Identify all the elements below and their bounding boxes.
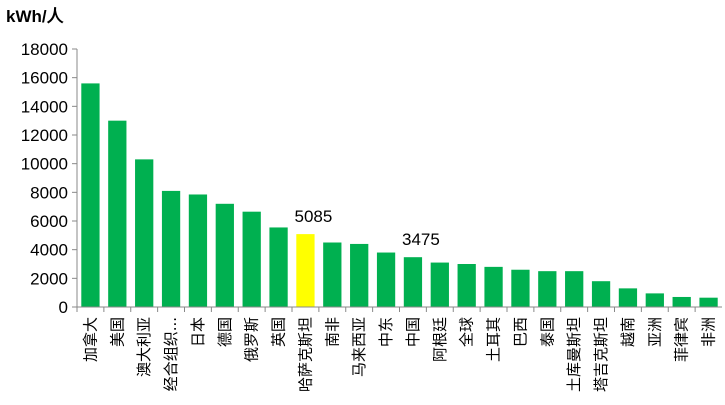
x-tick-label: 经合组织... (162, 317, 180, 391)
y-tick-label: 0 (59, 298, 68, 317)
y-tick-label: 16000 (21, 69, 68, 88)
bar (699, 297, 718, 307)
x-tick-label: 亚洲 (646, 317, 664, 347)
bar (672, 296, 691, 307)
x-tick-label: 英国 (270, 317, 288, 347)
bar (565, 271, 584, 307)
y-tick-label: 12000 (21, 126, 68, 145)
bar (591, 281, 611, 307)
bar (376, 252, 396, 307)
bar (618, 288, 638, 307)
bar (430, 262, 449, 307)
bar (323, 242, 342, 307)
bar (538, 271, 557, 307)
bar (81, 83, 100, 308)
y-tick-label: 18000 (21, 40, 68, 59)
x-tick-label: 土耳其 (485, 317, 503, 362)
bar (511, 269, 530, 307)
x-tick-label: 哈萨克斯坦 (296, 317, 314, 392)
bar (350, 243, 369, 307)
x-tick-label: 越南 (619, 317, 637, 347)
x-tick-label: 非洲 (700, 317, 718, 347)
x-tick-label: 中东 (377, 317, 395, 347)
x-tick-label: 菲律宾 (673, 317, 691, 362)
data-label: 3475 (402, 230, 440, 249)
data-labels: 5085 3475 (295, 207, 440, 249)
x-tick-label: 马来西亚 (350, 317, 368, 377)
bar (135, 159, 154, 307)
x-tick-label: 全球 (458, 317, 476, 347)
bar (242, 211, 261, 307)
x-tick-label: 中国 (404, 317, 422, 347)
x-tick-label: 俄罗斯 (243, 317, 261, 362)
bar (215, 203, 234, 307)
x-tick-label: 日本 (189, 317, 207, 347)
bar (403, 257, 423, 307)
bar (269, 227, 288, 307)
bar (645, 293, 664, 307)
x-tick-label: 阿根廷 (431, 317, 449, 362)
bar (484, 266, 503, 307)
x-tick-label: 加拿大 (81, 317, 99, 362)
x-tick-label: 塔吉克斯坦 (592, 317, 610, 392)
bar (296, 234, 315, 307)
y-tick-label: 4000 (30, 241, 68, 260)
y-tick-label: 10000 (21, 155, 68, 174)
x-tick-label: 南非 (323, 317, 341, 347)
y-axis-unit-label: kWh/人 (6, 7, 65, 26)
x-tick-label: 美国 (108, 317, 126, 347)
x-tick-label: 巴西 (511, 317, 529, 347)
bar (457, 264, 476, 307)
y-tick-label: 14000 (21, 97, 68, 116)
y-tick-label: 8000 (30, 183, 68, 202)
x-tick-label: 土库曼斯坦 (565, 317, 583, 392)
y-tick-label: 2000 (30, 269, 68, 288)
bar (161, 190, 181, 307)
x-axis-ticks: 加拿大 美国 澳大利亚 经合组织... 日本 德国 俄罗斯 英国 哈萨克斯坦 南非 马来西亚 中东 中国… (76, 307, 718, 392)
y-axis-ticks: 0 2000 4000 6000 8000 10000 12000 14000 16000 180… (21, 40, 77, 317)
data-label: 5085 (295, 207, 333, 226)
bars (81, 83, 718, 308)
x-tick-label: 澳大利亚 (135, 317, 153, 377)
bar (108, 120, 127, 308)
y-tick-label: 6000 (30, 212, 68, 231)
x-tick-label: 德国 (216, 317, 234, 347)
x-tick-label: 泰国 (538, 317, 556, 347)
bar (188, 194, 208, 307)
